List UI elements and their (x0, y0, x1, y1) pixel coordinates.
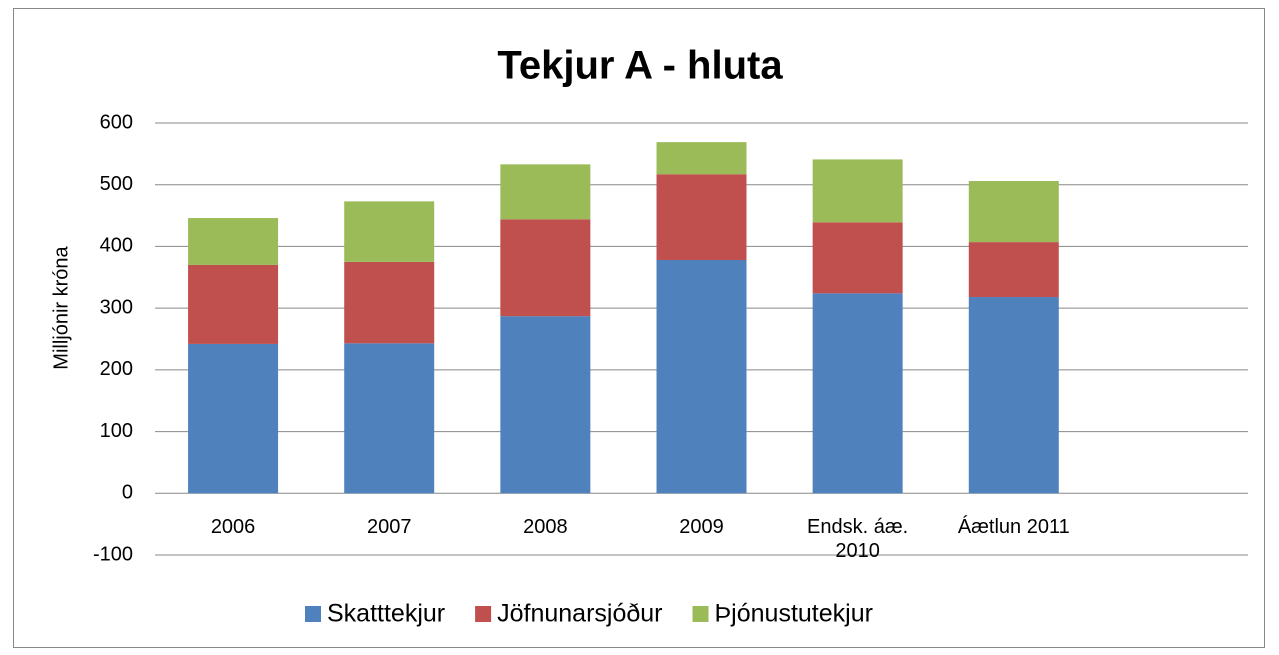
bar-segment (968, 297, 1059, 494)
bar-segment (812, 222, 903, 294)
x-tick-label: 2006 (210, 516, 256, 539)
x-tick-label: Áætlun 2011 (957, 516, 1070, 539)
bar-segment (500, 219, 591, 317)
legend-label: Skatttekjur (327, 600, 445, 628)
bar-segment (188, 343, 279, 494)
bar-segment (968, 242, 1059, 298)
bar-segment (344, 343, 435, 494)
legend-label: Jöfnunarsjóður (497, 600, 662, 628)
bar-segment (344, 201, 435, 262)
y-tick-label: 400 (100, 235, 133, 257)
legend-label: Þjónustutekjur (715, 600, 873, 628)
bar-segment (188, 264, 279, 344)
chart-title: Tekjur A - hluta (497, 44, 783, 88)
bar-segment (812, 159, 903, 223)
legend-swatch (692, 606, 709, 622)
bar-segment (656, 260, 747, 494)
legend-swatch (305, 606, 321, 622)
x-tick-label: 2009 (679, 516, 724, 539)
x-tick-label: Endsk. áæ. 2010 (807, 516, 909, 563)
y-tick-label: 500 (100, 173, 133, 195)
x-tick-label: 2008 (523, 516, 568, 539)
x-tick-label: 2007 (366, 516, 412, 539)
bar-segment (500, 316, 591, 494)
legend-swatch (475, 606, 492, 622)
bar-segment (656, 142, 747, 175)
bar-segment (500, 164, 591, 220)
bar-segment (188, 218, 279, 265)
y-tick-label: 200 (100, 358, 133, 380)
y-tick-label: 100 (100, 420, 133, 442)
y-axis-label: Milljónir króna (50, 245, 72, 369)
bar-segment (344, 261, 435, 344)
bar-segment (812, 293, 903, 494)
y-tick-label: 0 (122, 482, 133, 504)
y-tick-label: 600 (100, 111, 133, 133)
y-tick-label: -100 (93, 543, 133, 565)
y-tick-label: 300 (100, 296, 133, 318)
bar-segment (656, 174, 747, 261)
bar-segment (968, 181, 1059, 243)
